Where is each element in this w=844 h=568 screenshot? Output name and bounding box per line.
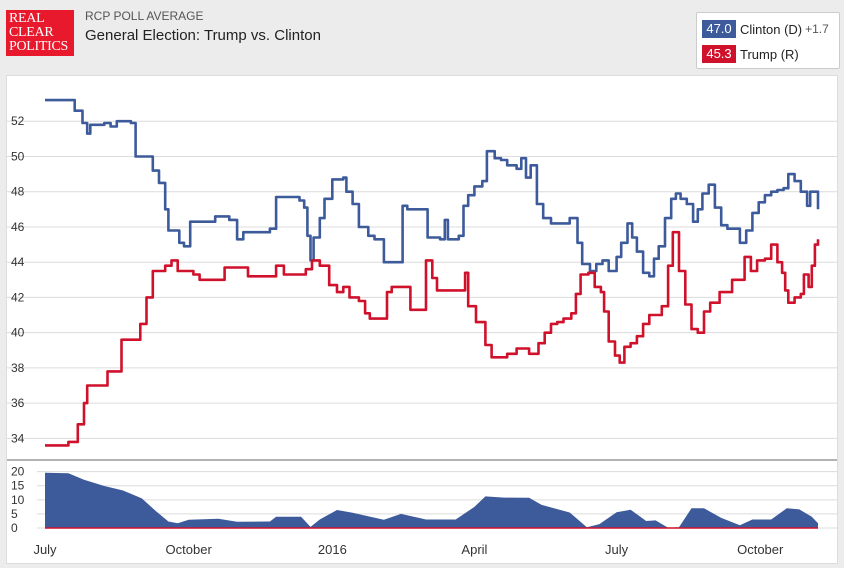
- trump-legend-label: Trump (R): [740, 46, 799, 62]
- legend-row-clinton[interactable]: 47.0 Clinton (D) +1.7: [702, 19, 829, 39]
- y-tick-label: 46: [11, 220, 25, 234]
- y-tick-label: 44: [11, 255, 25, 269]
- spread-y-tick-label: 0: [11, 521, 18, 535]
- spread-y-tick-label: 5: [11, 507, 18, 521]
- clinton-legend-label: Clinton (D): [740, 21, 803, 37]
- legend-box: 47.0 Clinton (D) +1.7 45.3 Trump (R): [696, 12, 840, 69]
- logo-line-1: REAL: [9, 11, 45, 26]
- x-tick-label: April: [461, 542, 487, 557]
- y-tick-label: 50: [11, 149, 25, 163]
- clinton-series-line: [45, 98, 820, 278]
- spread-y-tick-label: 10: [11, 493, 25, 507]
- x-tick-label: 2016: [318, 542, 347, 557]
- logo-line-2: CLEAR: [9, 25, 54, 40]
- chart-panel: 34 36 38 40 42 44 46 48 50 52 0 5 10 15 20 July October 2…: [6, 75, 838, 564]
- header: REAL CLEAR POLITICS RCP POLL AVERAGE Gen…: [0, 0, 844, 74]
- chart-title: General Election: Trump vs. Clinton: [85, 27, 321, 44]
- rcp-logo[interactable]: REAL CLEAR POLITICS: [6, 10, 74, 56]
- x-tick-label: July: [33, 542, 57, 557]
- clinton-spread: +1.7: [805, 22, 829, 36]
- trump-value-badge: 45.3: [702, 45, 736, 63]
- y-tick-label: 36: [11, 396, 25, 410]
- y-tick-label: 42: [11, 290, 25, 304]
- clinton-value-badge: 47.0: [702, 20, 736, 38]
- trump-series-line: [45, 230, 820, 447]
- spread-y-tick-label: 15: [11, 479, 25, 493]
- legend-row-trump[interactable]: 45.3 Trump (R): [702, 44, 799, 64]
- clinton-spread-area: [45, 472, 818, 528]
- y-tick-label: 52: [11, 114, 25, 128]
- x-tick-label: July: [605, 542, 629, 557]
- chart-supertitle: RCP POLL AVERAGE: [85, 9, 204, 23]
- x-tick-label: October: [737, 542, 784, 557]
- y-tick-label: 40: [11, 326, 25, 340]
- y-tick-label: 38: [11, 361, 25, 375]
- y-tick-label: 48: [11, 185, 25, 199]
- spread-y-tick-label: 20: [11, 465, 25, 479]
- x-tick-label: October: [166, 542, 213, 557]
- logo-line-3: POLITICS: [9, 39, 69, 54]
- y-tick-label: 34: [11, 431, 25, 445]
